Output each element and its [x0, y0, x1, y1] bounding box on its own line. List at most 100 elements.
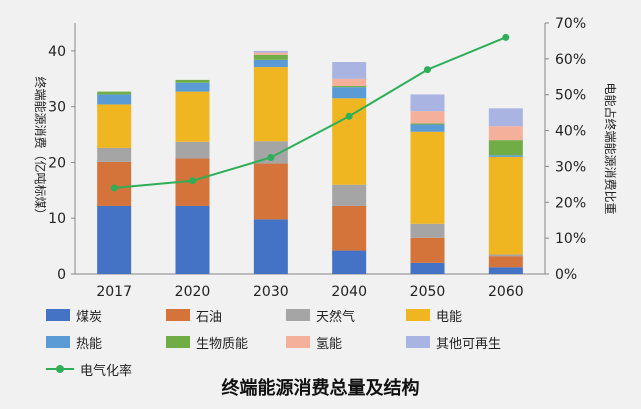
line-point: [189, 177, 196, 185]
bar-segment: [97, 91, 132, 95]
legend-item: 石油: [166, 306, 286, 325]
bar-segment: [97, 205, 132, 274]
y-tick-label: 40: [48, 44, 66, 60]
bar-segment: [410, 223, 445, 238]
line-point: [345, 112, 353, 120]
line-point: [502, 33, 510, 41]
line-series-path: [114, 36, 507, 189]
y-tick-label: 20: [48, 155, 66, 171]
y2-tick-label: 10%: [555, 231, 586, 247]
bar-segment: [253, 50, 288, 53]
y2-tick-label: 20%: [555, 195, 586, 211]
bar-segment: [488, 267, 523, 274]
y-tick-label: 0: [57, 267, 66, 283]
bar-segment: [97, 147, 132, 162]
bar-segment: [253, 52, 288, 55]
bar-segment: [253, 141, 288, 164]
bar-segment: [410, 111, 445, 124]
legend-label: 天然气: [316, 309, 356, 325]
bar-segment: [332, 250, 367, 274]
bar-segment: [332, 205, 367, 251]
legend-label: 生物质能: [196, 336, 249, 352]
legend-item: 电气化率: [46, 360, 166, 379]
x-tick-label: 2040: [331, 284, 367, 300]
legend-swatch: [46, 309, 70, 321]
bar-segment: [488, 108, 523, 127]
y2-tick-label: 50%: [555, 88, 586, 104]
bar-segment: [410, 124, 445, 132]
bar-segment: [175, 205, 210, 274]
bar-segment: [332, 87, 367, 99]
bar-segment: [175, 79, 210, 83]
bar-segment: [488, 156, 523, 255]
legend-label: 热能: [76, 336, 103, 352]
bar-segment: [410, 123, 445, 125]
bar-segment: [410, 262, 445, 274]
bar-segment: [97, 104, 132, 148]
bar-segment: [175, 82, 210, 92]
bar-segment: [488, 256, 523, 268]
figure-caption: 终端能源消费总量及结构: [221, 378, 420, 399]
y2-tick-label: 40%: [555, 124, 586, 140]
bar-segment: [488, 254, 523, 257]
bar-segment: [253, 59, 288, 68]
bar-segment: [332, 86, 367, 88]
y-tick-label: 30: [48, 100, 66, 116]
y2-tick-label: 30%: [555, 159, 586, 175]
legend-label: 氢能: [316, 336, 343, 352]
bar-segment: [175, 141, 210, 159]
legend-swatch: [46, 336, 70, 348]
legend-item: 煤炭: [46, 306, 166, 325]
legend-item: 天然气: [286, 306, 406, 325]
bar-segment: [488, 155, 523, 157]
legend-swatch: [166, 309, 190, 321]
legend-item: 电能: [406, 306, 526, 325]
x-tick-label: 2050: [410, 284, 446, 300]
y-tick-label: 10: [48, 211, 66, 227]
bar-segment: [253, 67, 288, 142]
legend-label: 其他可再生: [436, 336, 502, 352]
legend-swatch: [286, 309, 310, 321]
bar-segment: [410, 131, 445, 224]
legend-swatch: [406, 336, 430, 348]
bar-segment: [253, 219, 288, 274]
legend-item: 生物质能: [166, 333, 286, 352]
x-tick-label: 2017: [96, 284, 132, 300]
bar-segment: [332, 78, 367, 87]
legend: 煤炭 石油 天然气 电能热能 生物质能 氢能 其他可再生电气化率: [46, 306, 566, 379]
x-tick-label: 2020: [175, 284, 211, 300]
legend-item: 热能: [46, 333, 166, 352]
x-tick-label: 2030: [253, 284, 289, 300]
bar-segment: [332, 184, 367, 206]
legend-swatch: [286, 336, 310, 348]
legend-swatch: [406, 309, 430, 321]
legend-swatch: [166, 336, 190, 348]
legend-label: 煤炭: [76, 309, 103, 325]
legend-item: 其他可再生: [406, 333, 526, 352]
y2-tick-label: 60%: [555, 52, 586, 68]
legend-label: 电能: [436, 309, 463, 325]
line-point: [424, 66, 431, 74]
bar-segment: [253, 54, 288, 60]
bar-segment: [488, 140, 523, 156]
stacked-bar-chart: 0102030400%10%20%30%40%50%60%70%终端能源消费（亿…: [33, 16, 618, 300]
y2-tick-label: 70%: [555, 16, 586, 32]
bar-segment: [488, 126, 523, 141]
legend-label: 电气化率: [80, 363, 133, 379]
line-point: [267, 153, 275, 161]
bar-segment: [175, 91, 210, 142]
legend-line-marker: [46, 363, 74, 375]
y-axis-label: 终端能源消费（亿吨标煤）: [33, 76, 48, 220]
y2-axis-label: 电能占终端能源消费比重: [603, 82, 618, 214]
bar-segment: [410, 94, 445, 112]
bar-segment: [97, 94, 132, 105]
bar-segment: [332, 62, 367, 79]
legend-label: 石油: [196, 309, 223, 325]
x-tick-label: 2060: [488, 284, 524, 300]
legend-item: 氢能: [286, 333, 406, 352]
bar-segment: [410, 237, 445, 263]
bar-segment: [332, 98, 367, 185]
line-point: [110, 184, 118, 192]
bar-segment: [253, 163, 288, 220]
